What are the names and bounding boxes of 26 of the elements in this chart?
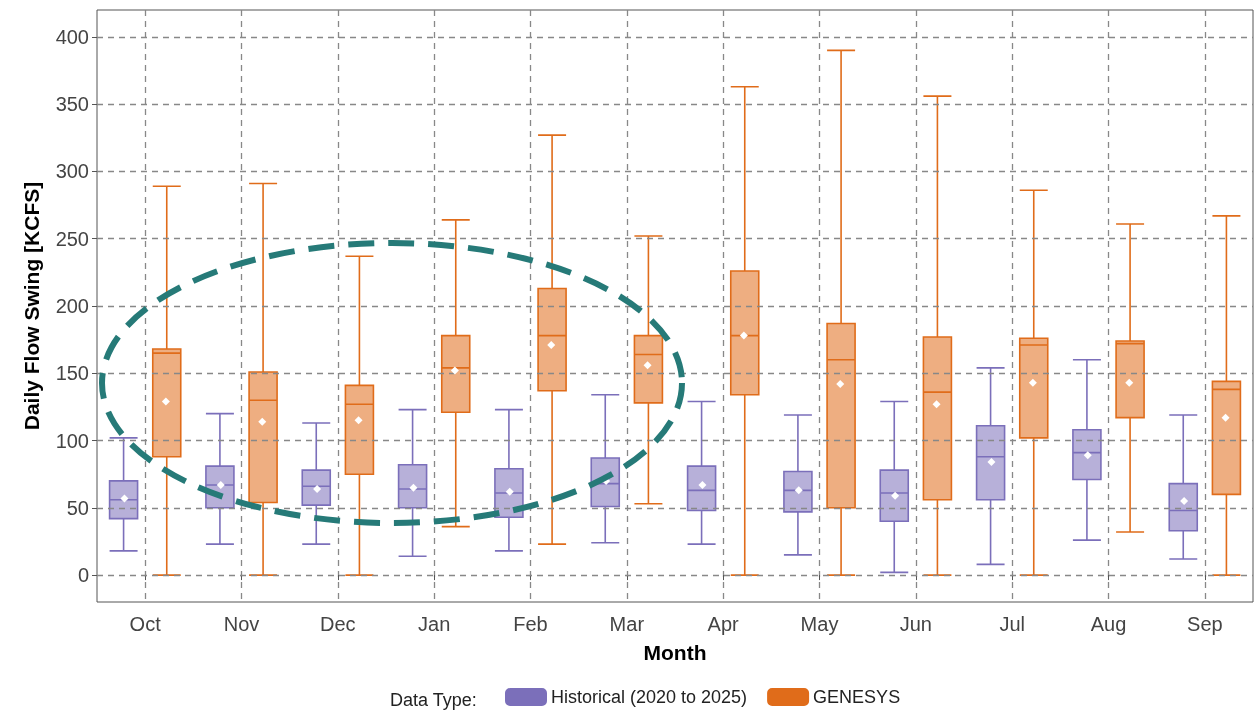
x-tick-label: Feb [513,613,548,635]
y-tick-label: 50 [66,496,89,519]
legend-label: GENESYS [813,687,901,707]
y-tick-label: 300 [55,160,89,183]
x-tick-label: Oct [129,613,162,635]
x-tick-label: Jul [999,613,1025,635]
y-tick-label: 150 [55,362,89,385]
x-tick-label: Mar [609,613,645,635]
y-axis-title: Daily Flow Swing [KCFS] [20,181,43,431]
y-tick-label: 0 [77,564,89,587]
legend-title: Data Type: [390,690,477,710]
x-tick-label: May [800,613,839,635]
x-tick-label: Apr [707,613,740,635]
x-axis-title: Month [643,641,707,664]
x-tick-label: Sep [1187,613,1223,635]
legend-label: Historical (2020 to 2025) [551,687,748,707]
x-tick-label: Jun [899,613,932,635]
y-tick-label: 400 [55,25,89,48]
x-tick-label: Dec [320,613,356,635]
x-tick-label: Nov [223,613,260,635]
x-tick-label: Aug [1090,613,1127,635]
y-tick-label: 350 [55,93,89,116]
x-tick-label: Jan [418,613,451,635]
y-tick-label: 200 [55,295,89,317]
y-tick-label: 250 [55,227,89,250]
y-tick-label: 100 [55,429,89,452]
